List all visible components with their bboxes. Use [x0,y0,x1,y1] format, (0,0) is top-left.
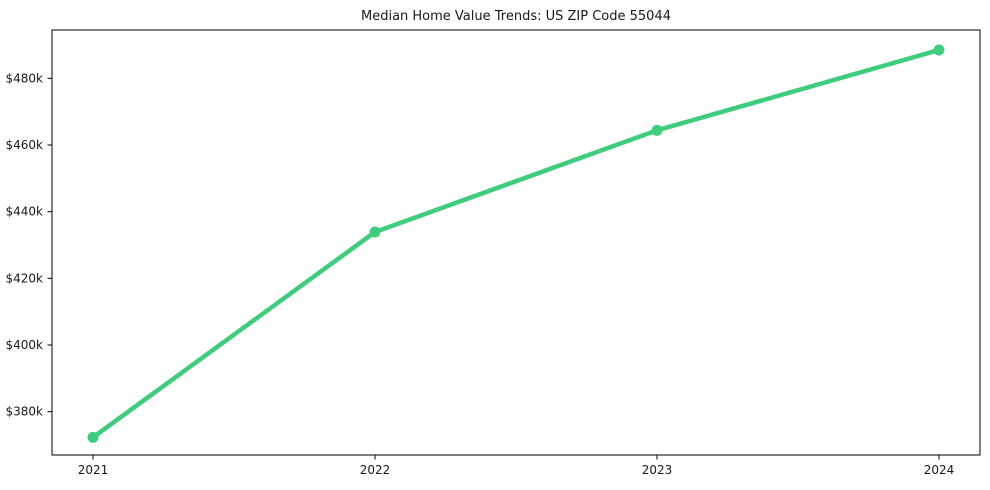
data-point-marker [87,431,99,443]
x-tick-label: 2023 [642,463,673,477]
data-point-marker [651,124,663,136]
chart-title: Median Home Value Trends: US ZIP Code 55… [361,9,671,24]
y-tick-label: $480k [6,71,44,85]
y-tick-label: $420k [6,271,44,285]
y-tick-label: $380k [6,405,44,419]
x-axis: 2021 2022 2023 2024 [78,455,955,477]
data-point-marker [933,44,945,56]
series-line [87,44,945,443]
plot-area [51,29,981,456]
x-tick-label: 2022 [360,463,391,477]
y-tick-label: $460k [6,138,44,152]
x-tick-label: 2024 [924,463,955,477]
y-tick-label: $400k [6,338,44,352]
series-path [90,47,942,440]
y-tick-label: $440k [6,205,44,219]
data-point-marker [369,226,381,238]
y-axis: $380k $400k $420k $440k $460k $480k [6,71,52,419]
x-tick-label: 2021 [78,463,109,477]
